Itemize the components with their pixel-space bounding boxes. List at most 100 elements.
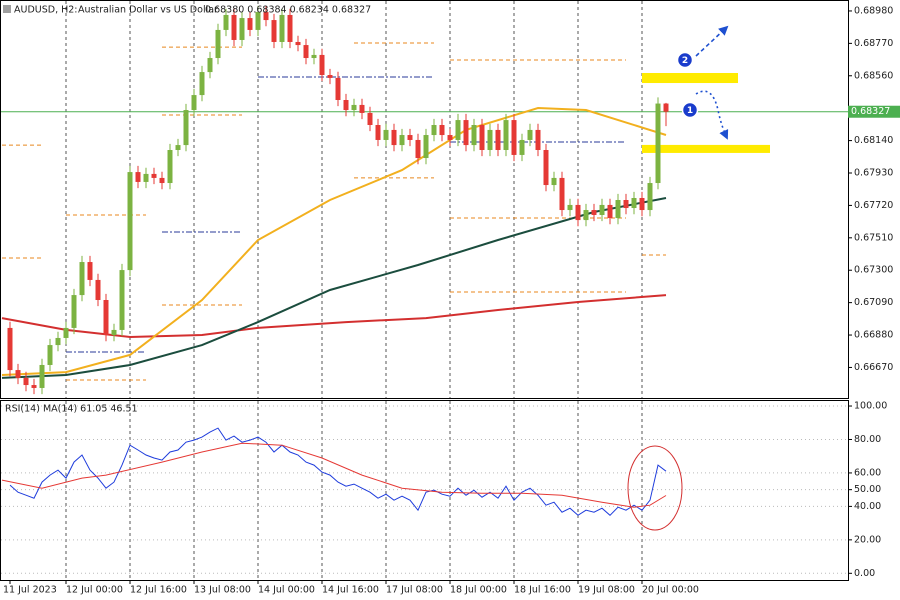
marker-label: 1 <box>687 106 693 116</box>
ohlc-info: 0.68380 0.68384 0.68234 0.68327 <box>205 5 371 16</box>
candle-body <box>399 135 405 146</box>
candle-body <box>543 150 549 186</box>
candle-body <box>151 173 157 178</box>
chart-subtitle: Australian Dollar vs US Dollar <box>78 5 218 16</box>
candle-body <box>119 270 125 330</box>
y-tick-label: 0.68770 <box>854 38 893 49</box>
candle-body <box>63 327 69 338</box>
y-tick-label: 0.68980 <box>854 5 893 16</box>
candle-body <box>87 262 93 280</box>
candle-body <box>367 112 373 126</box>
candle-body <box>79 262 85 296</box>
line-series <box>1 197 667 379</box>
candle-body <box>479 125 485 151</box>
candle-body <box>599 204 605 215</box>
candle-body <box>247 18 253 30</box>
candle-body <box>383 129 389 140</box>
candle-body <box>511 120 517 155</box>
x-tick-label: 20 Jul 00:00 <box>642 585 699 596</box>
x-tick-label: 12 Jul 00:00 <box>66 585 123 596</box>
y-tick-label: 0.68140 <box>854 135 893 146</box>
candle-body <box>495 129 501 151</box>
y-tick-label: 50.00 <box>854 484 881 495</box>
candle-body <box>607 204 613 219</box>
candle-body <box>175 145 181 151</box>
x-tick-label: 18 Jul 00:00 <box>450 585 507 596</box>
chart-title: AUDUSD, H2: <box>14 5 78 16</box>
candle-body <box>7 327 13 371</box>
candle-body <box>631 197 637 209</box>
candle-body <box>47 345 53 365</box>
candle-body <box>359 104 365 113</box>
candle-body <box>143 173 149 182</box>
candle-body <box>287 14 293 42</box>
candle-body <box>407 135 413 140</box>
candle-body <box>135 172 141 182</box>
candle-body <box>527 129 533 140</box>
candle-body <box>207 58 213 73</box>
line-series <box>9 427 667 516</box>
y-tick-label: 0.67510 <box>854 232 893 243</box>
candle-body <box>111 329 117 336</box>
candle-body <box>535 129 541 151</box>
candle-body <box>103 300 109 336</box>
y-tick-label: 80.00 <box>854 434 881 445</box>
x-tick-label: 12 Jul 16:00 <box>130 585 187 596</box>
candle-body <box>351 104 357 111</box>
y-tick-label: 0.67720 <box>854 200 893 211</box>
candle-body <box>127 172 133 271</box>
highlight-ellipse <box>627 445 683 531</box>
y-tick-label: 40.00 <box>854 501 881 512</box>
candle-body <box>199 72 205 96</box>
candle-body <box>567 204 573 211</box>
y-tick-label: 0.67930 <box>854 167 893 178</box>
candle-body <box>303 45 309 59</box>
candle-body <box>295 41 301 46</box>
candle-body <box>223 14 229 30</box>
x-tick-label: 14 Jul 00:00 <box>258 585 315 596</box>
candle-body <box>447 135 453 140</box>
candle-body <box>639 197 645 211</box>
candle-body <box>559 177 565 211</box>
marker-circle <box>681 101 699 119</box>
candle-body <box>71 295 77 328</box>
header: AUDUSD, H2: Australian Dollar vs US Doll… <box>3 5 371 415</box>
y-tick-label: 0.68560 <box>854 70 893 81</box>
candle-body <box>159 177 165 184</box>
candle-body <box>255 12 261 30</box>
rsi-title: RSI(14) MA(14) 61.05 46.51 <box>5 404 138 415</box>
x-tick-label: 18 Jul 16:00 <box>514 585 571 596</box>
candle-body <box>239 18 245 40</box>
y-tick-label: 60.00 <box>854 467 881 478</box>
candle-body <box>519 139 525 155</box>
candle-body <box>23 377 29 386</box>
y-tick-label: 20.00 <box>854 534 881 545</box>
candle-body <box>263 12 269 21</box>
arrow-up <box>695 25 729 57</box>
candle-body <box>271 20 277 42</box>
candle-body <box>583 210 589 221</box>
candle-body <box>375 125 381 140</box>
candle-body <box>311 54 317 59</box>
candle-body <box>415 139 421 159</box>
zone <box>642 144 770 153</box>
candle-body <box>183 110 189 146</box>
main-pane <box>0 0 849 399</box>
candle-body <box>335 77 341 101</box>
candle-body <box>455 120 461 140</box>
x-tick-label: 17 Jul 08:00 <box>386 585 443 596</box>
candle-body <box>439 125 445 136</box>
candle-body <box>55 337 61 346</box>
candle-body <box>95 279 101 301</box>
price-label: 0.68327 <box>851 106 890 117</box>
marker-circle <box>676 51 694 69</box>
x-tick-label: 14 Jul 16:00 <box>322 585 379 596</box>
y-tick-label: 0.67300 <box>854 265 893 276</box>
candle-body <box>39 364 45 388</box>
candle-body <box>191 95 197 111</box>
candle-body <box>431 125 437 136</box>
candle-body <box>423 135 429 159</box>
line-series <box>1 294 667 339</box>
price-label-bg <box>848 105 900 118</box>
symbol-icon <box>3 5 11 13</box>
